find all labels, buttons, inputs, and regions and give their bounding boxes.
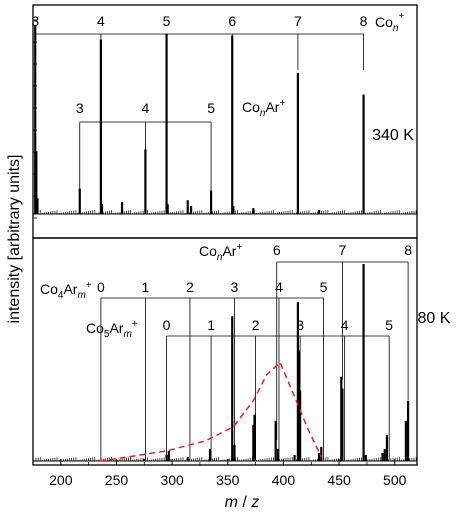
bottom-panel: 6 7 8 ConAr+ 0 1 2 3 4 5 Co4Arm+ 0 1 2 3 4 5 Co5Arm+ 80 K [32, 237, 451, 466]
con-marker-label: 7 [294, 13, 302, 29]
x-tick-label: 350 [216, 472, 240, 488]
co4arm-marker-label: 0 [97, 279, 105, 295]
co5arm-marker-label: 0 [163, 317, 171, 333]
conar-marker-label: 5 [207, 100, 215, 116]
conar-marker-label: 4 [142, 100, 150, 116]
co4arm-marker-label: 1 [142, 279, 150, 295]
co4arm-marker-label: 4 [275, 279, 283, 295]
co5arm-marker-label: 4 [341, 317, 349, 333]
x-tick-label: 450 [327, 472, 351, 488]
con-series-label: Con+ [375, 11, 404, 34]
x-axis-label-z: z [250, 494, 259, 511]
x-tick-label: 400 [272, 472, 296, 488]
con-marker-label: 6 [228, 13, 236, 29]
con-marker-label: 4 [97, 13, 105, 29]
x-axis: 200 250 300 350 400 450 500 [32, 459, 407, 488]
x-axis-label: m / z [225, 494, 260, 511]
conar-bottom-marker-label: 6 [273, 242, 281, 258]
conar-bottom-marker-label: 7 [339, 242, 347, 258]
co5arm-series-label: Co5Arm+ [86, 319, 138, 340]
x-tick-label: 200 [49, 472, 73, 488]
co4arm-marker-label: 3 [231, 279, 239, 295]
bottom-baseline-noise [35, 457, 417, 461]
x-axis-label-m: m [225, 494, 238, 511]
co4arm-marker-label: 2 [186, 279, 194, 295]
co5arm-marker-label: 3 [296, 317, 304, 333]
conar-bottom-series-label: ConAr+ [199, 242, 242, 263]
envelope-curve [99, 361, 322, 462]
co4arm-marker-label: 5 [320, 279, 328, 295]
y-axis-label: intensity [arbitrary units] [6, 155, 23, 324]
top-temperature-label: 340 K [372, 127, 414, 144]
conar-series-label: ConAr+ [242, 98, 285, 119]
con-marker-label: 8 [360, 13, 368, 29]
top-panel-frame [32, 4, 418, 239]
co5arm-marker-label: 5 [385, 317, 393, 333]
con-marker-label: 5 [163, 13, 171, 29]
conar-marker-label: 3 [76, 100, 84, 116]
x-tick-label: 250 [105, 472, 129, 488]
con-marker-label: 3 [31, 13, 39, 29]
co4arm-series-label: Co4Arm+ [40, 280, 92, 301]
conar-bottom-marker-label: 8 [404, 242, 412, 258]
top-panel: 3 4 5 6 7 8 Con+ 3 4 5 ConAr+ 340 K [31, 4, 418, 239]
co5arm-marker-label: 2 [252, 317, 260, 333]
co5arm-marker-label: 1 [207, 317, 215, 333]
x-tick-label: 300 [160, 472, 184, 488]
x-axis-label-sep: / [238, 494, 251, 511]
bottom-panel-frame [32, 237, 418, 466]
top-baseline-noise [35, 210, 417, 214]
x-tick-label: 500 [383, 472, 407, 488]
bottom-temperature-label: 80 K [418, 310, 451, 327]
